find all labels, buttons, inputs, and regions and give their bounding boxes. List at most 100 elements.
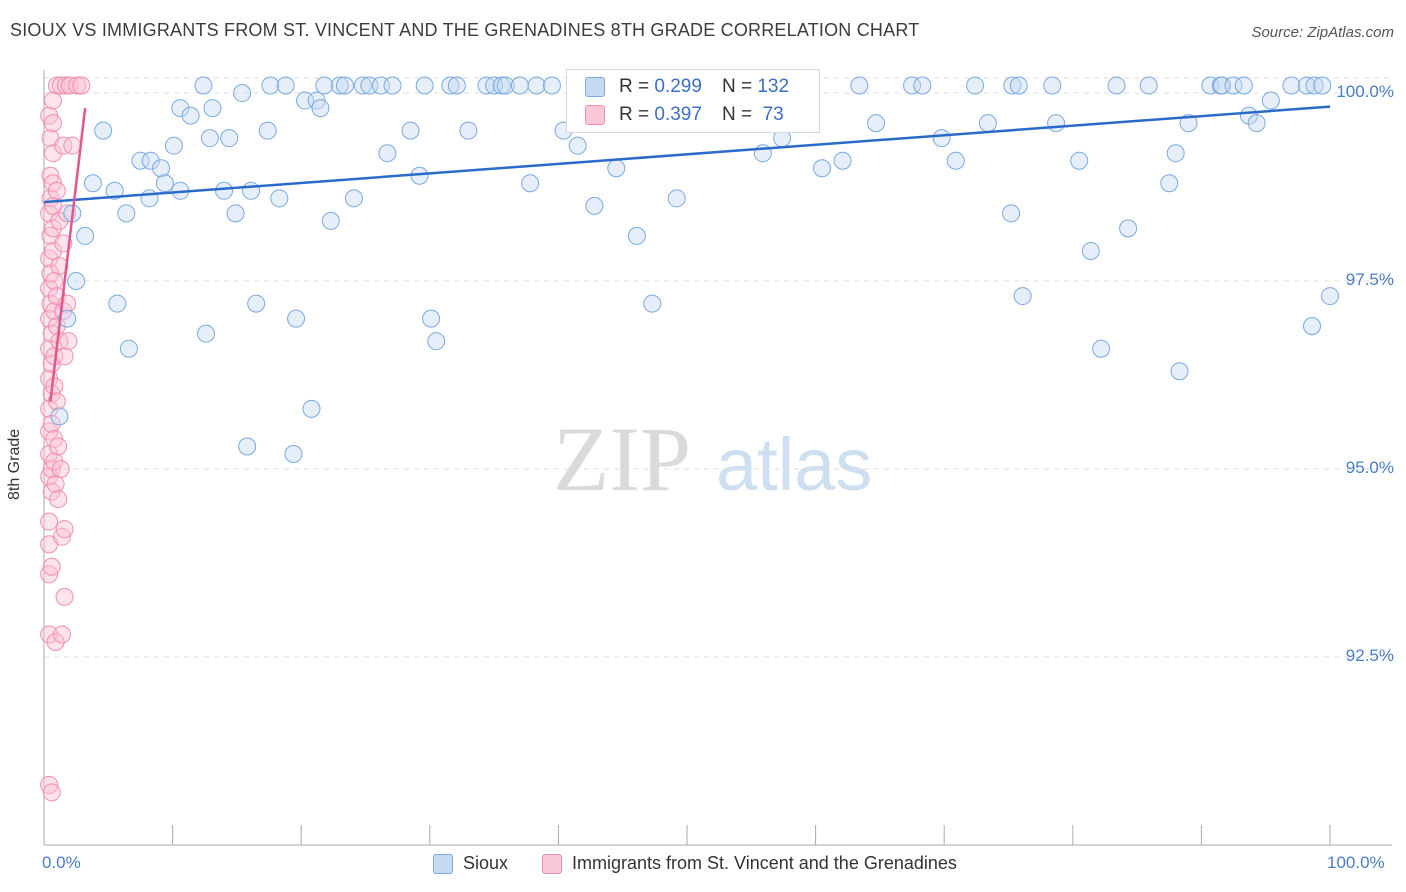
legend-item-immigrants[interactable]: Immigrants from St. Vincent and the Gren… — [542, 853, 957, 874]
stats-row-immigrants: R = 0.397 N = 73 — [585, 104, 784, 126]
sioux-point — [667, 189, 686, 208]
sioux-point — [94, 121, 113, 140]
sioux-point — [1047, 114, 1066, 133]
sioux-point — [527, 76, 546, 95]
immigrants-point — [44, 114, 63, 133]
sioux-point — [415, 76, 434, 95]
r-label: R = — [619, 76, 650, 97]
sioux-point — [542, 76, 561, 95]
immigrants-point — [49, 437, 68, 456]
sioux-point — [1282, 76, 1301, 95]
sioux-point — [1261, 91, 1280, 110]
immigrants-point — [47, 392, 66, 411]
sioux-point — [311, 99, 330, 118]
immigrants-point — [47, 76, 66, 95]
sioux-point — [966, 76, 985, 95]
sioux-point — [287, 309, 306, 328]
sioux-point — [422, 309, 441, 328]
n-value-sioux: 132 — [757, 76, 790, 97]
sioux-point — [813, 159, 832, 178]
sioux-point — [978, 114, 997, 133]
immigrants-point — [50, 256, 69, 275]
sioux-point — [459, 121, 478, 140]
legend-item-sioux[interactable]: Sioux — [433, 853, 508, 874]
sioux-point — [510, 76, 529, 95]
x-tick-min: 0.0% — [42, 853, 81, 872]
sioux-point — [247, 294, 266, 313]
sioux-point — [321, 211, 340, 230]
sioux-point — [1009, 76, 1028, 95]
immigrants-point — [41, 166, 60, 185]
sioux-point — [477, 76, 496, 95]
sioux-point — [131, 151, 150, 170]
immigrants-point — [68, 76, 87, 95]
r-value-immigrants: 0.397 — [654, 104, 702, 125]
immigrants-swatch — [585, 105, 605, 125]
sioux-trend-line — [43, 105, 1331, 204]
immigrants-point — [45, 452, 64, 471]
stats-box: R = 0.299 N = 132 R = 0.397 N = 73 — [566, 69, 820, 133]
sioux-point — [378, 144, 397, 163]
immigrants-point — [46, 632, 65, 651]
r-label: R = — [619, 104, 650, 125]
sioux-point — [105, 181, 124, 200]
sioux-point — [215, 181, 234, 200]
immigrants-point — [47, 181, 66, 200]
sioux-point — [492, 76, 511, 95]
sioux-point — [833, 151, 852, 170]
immigrants-point — [53, 625, 72, 644]
n-value-immigrants: 73 — [757, 104, 784, 125]
immigrants-point — [42, 460, 61, 479]
sioux-point — [200, 129, 219, 148]
sioux-legend-swatch — [433, 853, 453, 874]
sioux-point — [1170, 362, 1189, 381]
immigrants-point — [40, 399, 59, 418]
sioux-point — [344, 189, 363, 208]
sioux-point — [220, 129, 239, 148]
immigrants-point — [54, 136, 73, 155]
sioux-point — [1297, 76, 1316, 95]
immigrants-point — [40, 565, 59, 584]
sioux-point — [1043, 76, 1062, 95]
sioux-point — [867, 114, 886, 133]
immigrants-point — [59, 332, 78, 351]
sioux-point — [1321, 287, 1339, 306]
sioux-point — [441, 76, 460, 95]
sioux-point — [270, 189, 289, 208]
sioux-point — [242, 181, 261, 200]
immigrants-point — [44, 219, 63, 238]
sioux-point — [1081, 241, 1100, 260]
sioux-point — [226, 204, 245, 223]
sioux-point — [181, 106, 200, 125]
sioux-point — [1313, 76, 1332, 95]
sioux-point — [643, 294, 662, 313]
sioux-point — [108, 294, 127, 313]
sioux-point — [258, 121, 277, 140]
sioux-point — [284, 444, 303, 463]
sioux-point — [83, 174, 102, 193]
sioux-point — [197, 324, 216, 343]
sioux-swatch — [585, 77, 605, 97]
sioux-point — [401, 121, 420, 140]
sioux-point — [1139, 76, 1158, 95]
sioux-point — [141, 151, 160, 170]
sioux-point — [1002, 204, 1021, 223]
sioux-point — [1092, 339, 1111, 358]
sioux-point — [903, 76, 922, 95]
sioux-point — [302, 399, 321, 418]
immigrants-point — [53, 527, 72, 546]
immigrants-point — [47, 287, 66, 306]
sioux-point — [1107, 76, 1126, 95]
sioux-point — [383, 76, 402, 95]
sioux-point — [233, 84, 252, 103]
watermark-zip: ZIP — [553, 408, 691, 510]
sioux-point — [330, 76, 349, 95]
sioux-point — [850, 76, 869, 95]
chart-title: SIOUX VS IMMIGRANTS FROM ST. VINCENT AND… — [10, 20, 920, 40]
sioux-point — [1234, 76, 1253, 95]
sioux-point — [50, 407, 69, 426]
immigrants-point — [49, 490, 68, 509]
immigrants-point — [45, 377, 64, 396]
y-tick-label: 97.5% — [1345, 270, 1394, 290]
sioux-point — [427, 332, 446, 351]
